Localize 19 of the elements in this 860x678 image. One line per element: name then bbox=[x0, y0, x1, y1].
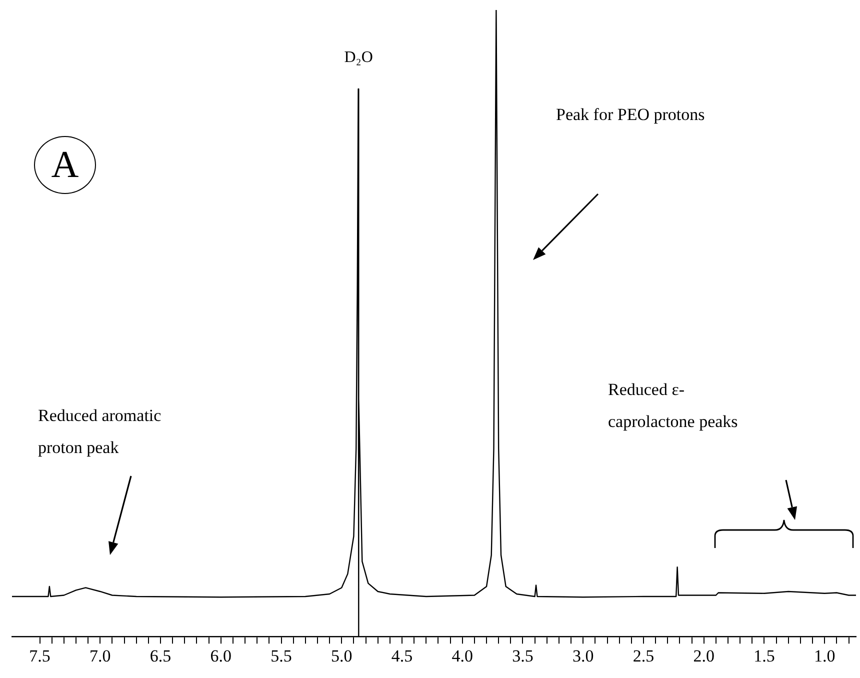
x-tick-label: 6.0 bbox=[210, 646, 232, 666]
x-tick-label: 2.5 bbox=[632, 646, 654, 666]
x-tick-label: 5.0 bbox=[331, 646, 352, 666]
x-tick-label: 2.0 bbox=[693, 646, 714, 666]
x-tick-label: 1.0 bbox=[814, 646, 836, 666]
x-tick-label: 7.0 bbox=[90, 646, 111, 666]
x-tick-label: 6.5 bbox=[150, 646, 172, 666]
annotation: A bbox=[51, 143, 79, 187]
x-tick-label: 5.5 bbox=[270, 646, 292, 666]
x-tick-label: 3.5 bbox=[512, 646, 534, 666]
x-tick-label: 4.0 bbox=[452, 646, 473, 666]
annotation: Reduced aromatic proton peak bbox=[38, 405, 162, 460]
x-tick-label: 1.5 bbox=[754, 646, 775, 666]
annotation: Peak for PEO protons bbox=[556, 105, 706, 126]
annotation: Reduced ε-caprolactone peaks bbox=[608, 379, 739, 434]
x-tick-label: 3.0 bbox=[572, 646, 594, 666]
x-tick-label: 4.5 bbox=[391, 646, 413, 666]
annotation: D₂O bbox=[344, 48, 373, 67]
x-tick-label: 7.5 bbox=[29, 646, 50, 666]
